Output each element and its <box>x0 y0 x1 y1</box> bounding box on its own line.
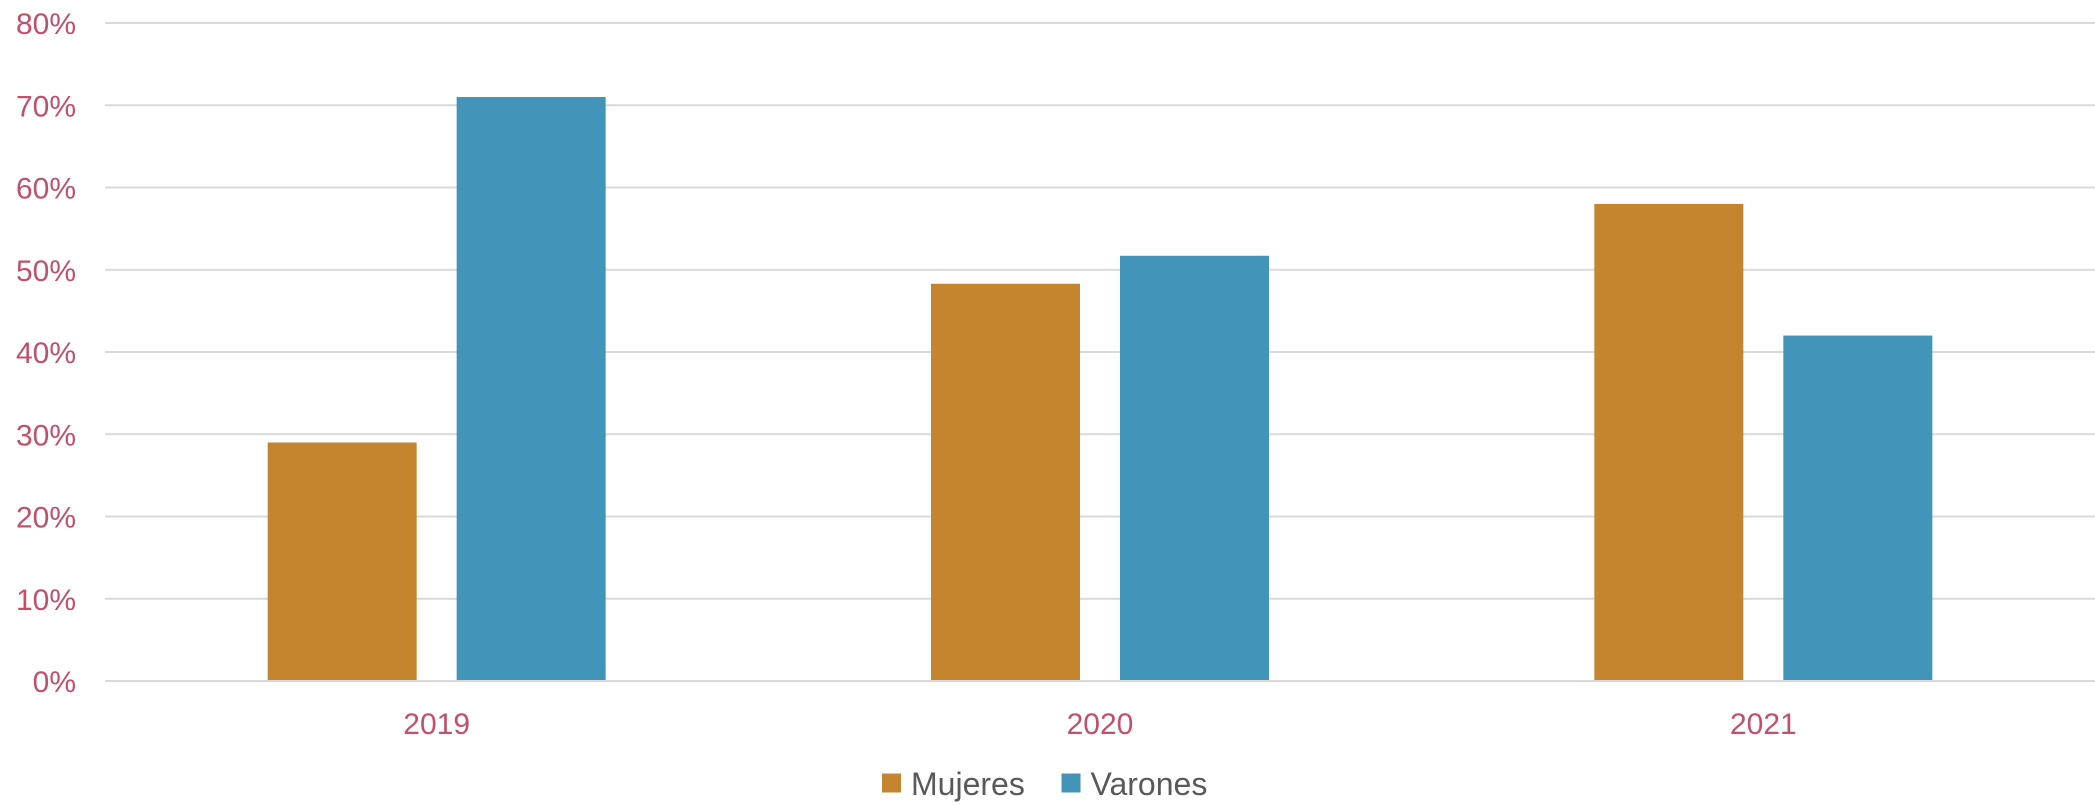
bar-varones-2020 <box>1120 255 1269 681</box>
x-axis-category-labels: 2019 2020 2021 <box>403 708 1796 741</box>
legend-swatch-mujeres <box>882 773 901 793</box>
y-tick-label: 50% <box>16 255 76 288</box>
y-tick-label: 10% <box>16 584 76 617</box>
bar-mujeres-2019 <box>267 442 417 681</box>
y-tick-label: 0% <box>33 666 76 699</box>
y-tick-label: 20% <box>16 502 76 535</box>
legend-label-mujeres: Mujeres <box>911 766 1025 802</box>
bar-varones-2019 <box>456 97 606 681</box>
bars <box>267 97 1933 681</box>
bar-mujeres-2020 <box>931 283 1080 681</box>
bar-mujeres-2021 <box>1594 203 1744 681</box>
y-tick-label: 30% <box>16 419 76 452</box>
y-axis-tick-labels: 0% 10% 20% 30% 40% 50% 60% 70% 80% <box>16 8 76 699</box>
y-tick-label: 70% <box>16 90 76 123</box>
x-category-label: 2020 <box>1067 708 1134 741</box>
y-tick-label: 40% <box>16 337 76 370</box>
legend-swatch-varones <box>1061 773 1081 793</box>
legend: Mujeres Varones <box>882 766 1207 802</box>
y-tick-label: 80% <box>16 8 76 41</box>
y-tick-label: 60% <box>16 173 76 206</box>
gridlines <box>105 22 2095 600</box>
bar-varones-2021 <box>1783 335 1933 681</box>
x-category-label: 2021 <box>1730 708 1797 741</box>
legend-label-varones: Varones <box>1091 766 1208 802</box>
x-category-label: 2019 <box>403 708 470 741</box>
